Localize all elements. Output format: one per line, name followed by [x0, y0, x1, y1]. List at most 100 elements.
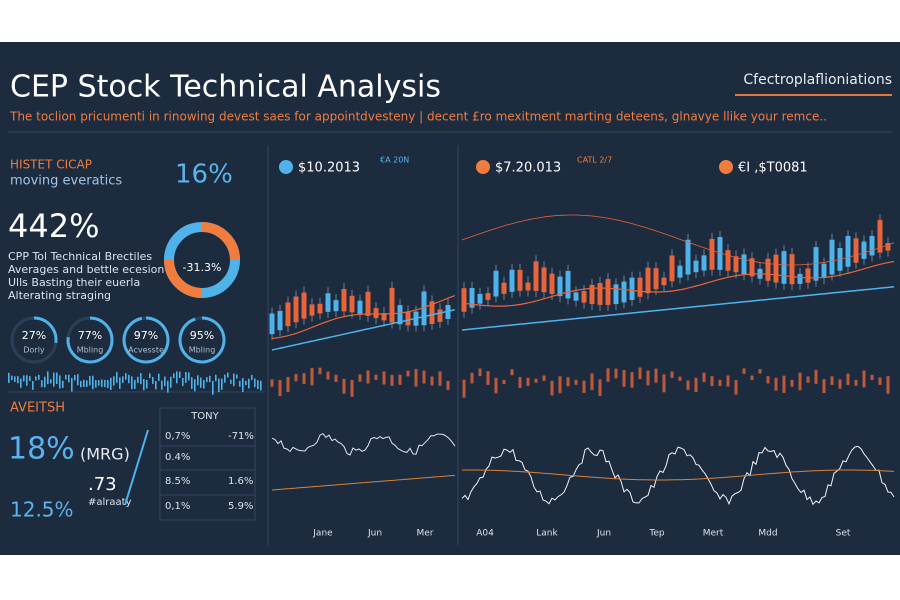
decor-volume [215, 374, 217, 382]
text: Averages and bettle ecesion [8, 263, 164, 276]
decor-volume [194, 379, 196, 392]
decor-candle [517, 269, 523, 291]
decor-line [461, 445, 895, 506]
decor-volume [462, 379, 466, 398]
decor-candle [397, 305, 403, 325]
decor-volume [161, 380, 163, 390]
decor-volume [886, 376, 890, 394]
decor-volume [390, 374, 394, 386]
decor-volume [8, 372, 10, 383]
gauge-value: 97% [134, 329, 158, 342]
decor-candle [653, 268, 659, 290]
decor-volume [726, 375, 730, 387]
decor-volume [854, 379, 858, 386]
decor-volume [59, 375, 61, 389]
decor-volume [110, 377, 112, 391]
decor-volume [382, 371, 386, 385]
x-label: Mdd [758, 529, 777, 539]
label: moving everatics [10, 174, 122, 189]
decor-volume [742, 368, 746, 374]
decor-volume [257, 380, 259, 390]
decor-volume [846, 373, 850, 385]
decor-volume [155, 380, 157, 390]
decor-candle [669, 255, 675, 282]
decor-volume [134, 379, 136, 389]
decor-line [271, 474, 456, 491]
decor-volume [862, 370, 866, 388]
decor-volume [176, 371, 178, 384]
decor-candle [429, 301, 435, 324]
decor-volume [62, 380, 64, 388]
decor-candle [693, 260, 699, 273]
decor-volume [68, 374, 70, 383]
decor-candle [365, 291, 371, 316]
decor-volume [758, 369, 762, 374]
decor-candle [437, 309, 443, 322]
decor-volume [710, 376, 714, 387]
decor-volume [558, 376, 562, 394]
gauge-arc [66, 316, 114, 364]
text: Ulls Basting their euerla [8, 276, 140, 289]
decor-volume [185, 371, 187, 383]
decor-candle [829, 239, 835, 275]
stat: 12.5% [10, 498, 74, 522]
decor-volume [414, 368, 418, 387]
table-title: TONY [190, 411, 219, 422]
decor-volume [830, 376, 834, 386]
donut [164, 259, 203, 298]
decor-volume [140, 373, 142, 385]
gauge-label: Dorly [23, 346, 45, 355]
decor-volume [430, 376, 434, 386]
label: HISTET CICAP [10, 158, 92, 172]
decor-candle [493, 270, 499, 297]
decor-volume [251, 374, 253, 381]
decor-volume [89, 376, 91, 386]
decor-line [271, 432, 456, 456]
decor-volume [107, 379, 109, 389]
x-label: Mert [703, 529, 724, 539]
decor-volume [125, 373, 127, 380]
decor-volume [11, 375, 13, 381]
decor-volume [270, 379, 274, 387]
decor-volume [302, 373, 306, 384]
decor-volume [146, 379, 148, 389]
decor-volume [478, 368, 482, 377]
decor-candle [869, 235, 875, 256]
decor-volume [179, 371, 181, 378]
decor-candle [797, 273, 803, 284]
decor-volume [14, 376, 16, 382]
decor-volume [702, 372, 706, 383]
chart-tag: €A 20N [380, 156, 409, 165]
decor-volume [326, 371, 330, 380]
x-label: Jun [596, 529, 611, 539]
decor-candle [589, 284, 595, 305]
decor-candle [269, 313, 275, 335]
decor-volume [17, 376, 19, 384]
chart-price: €I ,$T0081 [738, 161, 808, 176]
decor-volume [606, 368, 610, 382]
gauge-label: Acvesste [128, 346, 164, 355]
decor-candle [357, 300, 363, 314]
decor-volume [518, 377, 522, 388]
gauge-arc [122, 316, 170, 364]
decor-candle [813, 247, 819, 281]
decor-volume [212, 380, 214, 395]
decor-candle [573, 292, 579, 301]
chart-price: $10.2013 [298, 161, 360, 176]
menu[interactable]: Cfectroplaflioniations [743, 72, 892, 88]
decor-line [461, 469, 895, 481]
icon [476, 160, 490, 174]
decor-volume [83, 379, 85, 388]
decor-candle [861, 241, 867, 259]
decor-volume [526, 377, 530, 386]
decor-volume [191, 377, 193, 390]
decor-volume [32, 380, 34, 390]
decor-candle [853, 238, 859, 263]
decor-candle [333, 300, 339, 312]
decor-candle [781, 251, 787, 284]
decor-volume [654, 368, 658, 383]
decor-candle [701, 255, 707, 271]
decor-candle [549, 273, 555, 294]
decor-volume [71, 378, 73, 392]
